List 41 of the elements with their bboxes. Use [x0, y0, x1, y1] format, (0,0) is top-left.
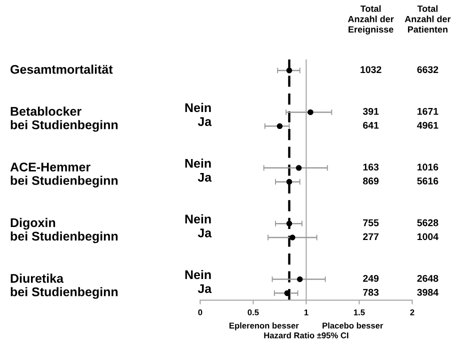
text: Total Anzahl der Ereignisse	[348, 5, 394, 34]
annotation: 641	[363, 122, 379, 129]
text: 1671	[418, 108, 438, 115]
text: Digoxin bei Studienbeginn	[10, 218, 118, 244]
y-tick-label: Nein	[185, 102, 211, 112]
x-tick-label: 1	[304, 309, 308, 316]
y-tick-label: Ja	[198, 172, 212, 182]
annotation: 277	[363, 233, 379, 240]
text: ACE-Hemmer bei Studienbeginn	[10, 162, 118, 188]
x-tick-label: 2	[410, 309, 414, 316]
text: 1004	[418, 233, 438, 240]
text: 3984	[417, 288, 438, 296]
y-tick-label: Nein	[185, 158, 211, 168]
text: Placebo besser	[322, 322, 384, 329]
annotation: 755	[363, 219, 379, 226]
x-tick-label: 0	[198, 309, 202, 316]
y-tick-label: Nein	[185, 270, 211, 280]
annotation: 163	[363, 164, 379, 171]
text: Eplerenon besser	[229, 322, 299, 330]
text: 5628	[417, 219, 438, 226]
y-tick-label: Ja	[198, 284, 212, 294]
text: 5616	[417, 178, 438, 184]
text: Diuretika bei Studienbeginn	[10, 274, 118, 299]
text: Betablocker bei Studienbeginn	[10, 106, 118, 132]
y-tick-label: Ja	[198, 117, 212, 126]
annotation: 1032	[360, 66, 382, 74]
x-axis-title: Hazard Ratio ±95% CI	[264, 332, 348, 338]
annotation: 869	[363, 178, 379, 184]
text: 1016	[418, 164, 438, 171]
y-tick-label: Nein	[185, 214, 211, 224]
text: 2648	[417, 274, 438, 282]
y-tick-label: Ja	[198, 228, 212, 238]
text: Gesamtmortalität	[10, 64, 113, 74]
text: 4961	[417, 122, 438, 129]
x-tick-label: 0.5	[248, 309, 259, 316]
annotation: 783	[363, 288, 379, 296]
annotation: 249	[363, 274, 379, 282]
x-tick-label: 1.5	[354, 309, 365, 316]
text: 6632	[417, 66, 438, 74]
text: Total Anzahl der Patienten	[404, 5, 451, 33]
annotation: 391	[362, 108, 379, 115]
